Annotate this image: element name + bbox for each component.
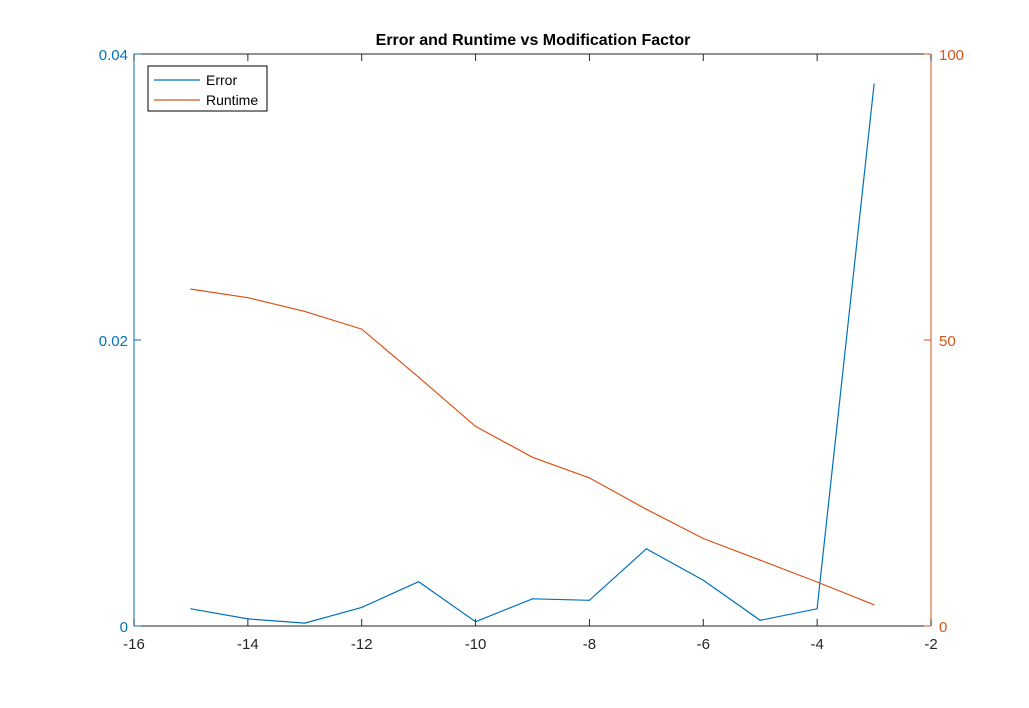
data-point-error: [418, 581, 420, 583]
legend: Error Runtime: [147, 65, 268, 112]
data-point-runtime: [588, 477, 591, 479]
data-point-runtime: [645, 508, 647, 510]
data-point-runtime: [190, 288, 192, 290]
x-tick-label: -6: [697, 636, 710, 653]
data-point-error: [588, 599, 591, 601]
chart-title: Error and Runtime vs Modification Factor: [376, 32, 691, 49]
data-point-error: [702, 579, 704, 581]
data-point-runtime: [816, 581, 818, 583]
x-tick-label: -16: [123, 636, 145, 653]
x-tick-label: -14: [237, 636, 259, 653]
data-point-runtime: [873, 604, 875, 606]
data-point-runtime: [474, 425, 477, 427]
x-tick-label: -10: [465, 636, 487, 653]
data-point-error: [873, 83, 875, 85]
data-point-runtime: [418, 376, 420, 378]
legend-box: [147, 65, 268, 112]
y-right-tick-label: 100: [939, 47, 964, 64]
data-point-error: [304, 622, 306, 624]
data-point-error: [247, 618, 249, 620]
data-point-runtime: [702, 537, 704, 540]
y-left-tick-label: 0: [120, 619, 128, 636]
data-point-runtime: [759, 559, 761, 561]
x-tick-label: -8: [583, 636, 596, 653]
y-right-tick-label: 0: [939, 619, 947, 636]
y-left-tick-label: 0.02: [99, 333, 128, 350]
y-right-tick-label: 50: [939, 333, 956, 350]
y-left-tick-label: 0.04: [99, 47, 128, 64]
data-point-runtime: [304, 310, 306, 312]
data-point-runtime: [531, 456, 534, 458]
data-point-error: [190, 608, 192, 610]
data-point-error: [361, 606, 363, 609]
x-tick-label: -4: [810, 636, 823, 653]
legend-label-runtime: Runtime: [206, 92, 258, 108]
data-point-error: [474, 621, 477, 623]
x-tick-label: -2: [924, 636, 937, 653]
data-point-error: [759, 619, 761, 621]
data-point-runtime: [247, 297, 249, 299]
data-point-error: [645, 548, 647, 550]
data-point-error: [531, 598, 534, 600]
data-point-runtime: [361, 328, 363, 330]
legend-label-error: Error: [206, 72, 237, 88]
x-tick-label: -12: [351, 636, 373, 653]
data-point-error: [816, 608, 818, 610]
